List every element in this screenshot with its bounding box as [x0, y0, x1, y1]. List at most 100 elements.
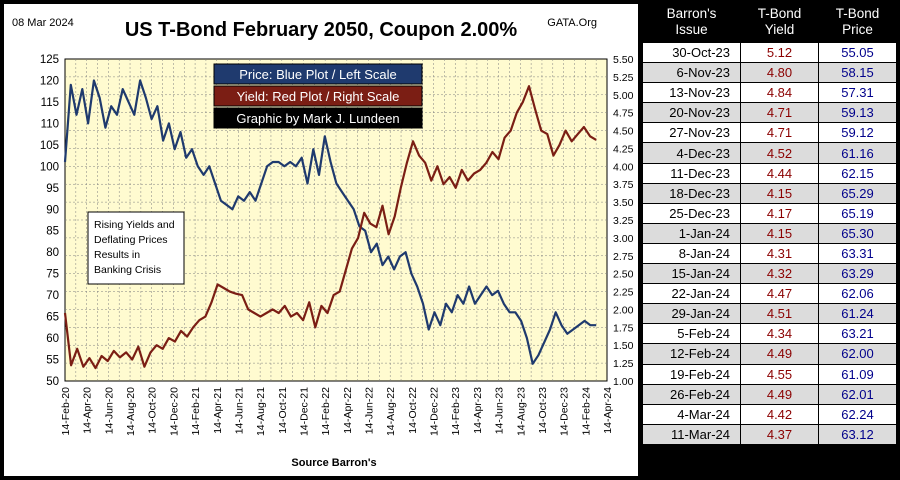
table-cell-price: 61.24 [818, 303, 897, 325]
legend-box-yield [213, 85, 423, 107]
y-left-tick-label: 80 [46, 247, 59, 259]
table-cell-price: 63.21 [818, 323, 897, 345]
x-tick-label: 14-Aug-23 [515, 387, 527, 436]
table-cell-yield: 4.51 [740, 303, 819, 325]
y-right-tick-label: 3.75 [613, 179, 634, 191]
header-yield: T-Bond Yield [740, 4, 819, 43]
y-left-tick-label: 120 [40, 75, 59, 87]
table-cell-price: 62.06 [818, 283, 897, 305]
table-cell-issue: 15-Jan-24 [642, 263, 741, 285]
table-cell-yield: 4.80 [740, 62, 819, 84]
x-tick-label: 14-Apr-22 [342, 387, 354, 434]
table-cell-price: 62.00 [818, 343, 897, 365]
table-row: 13-Nov-23 4.84 57.31 [642, 82, 897, 104]
table-cell-price: 62.24 [818, 403, 897, 425]
table-row: 30-Oct-23 5.12 55.05 [642, 41, 897, 64]
table-row: 6-Nov-23 4.80 58.15 [642, 62, 897, 84]
y-left-tick-label: 105 [40, 140, 59, 152]
y-left-tick-label: 55 [46, 355, 59, 367]
table-cell-price: 57.31 [818, 82, 897, 104]
table-cell-yield: 4.84 [740, 82, 819, 104]
table-row: 19-Feb-24 4.55 61.09 [642, 363, 897, 385]
table-cell-issue: 11-Dec-23 [642, 162, 741, 184]
annotation-line: Rising Yields and [94, 219, 175, 231]
table-cell-price: 61.16 [818, 142, 897, 164]
y-right-tick-label: 5.00 [613, 90, 634, 102]
table-cell-issue: 4-Dec-23 [642, 142, 741, 164]
table-cell-issue: 26-Feb-24 [642, 383, 741, 405]
table-cell-yield: 4.15 [740, 182, 819, 204]
table-cell-issue: 1-Jan-24 [642, 222, 741, 244]
table-cell-yield: 4.31 [740, 242, 819, 265]
x-tick-label: 14-Apr-21 [212, 387, 224, 434]
table-cell-issue: 19-Feb-24 [642, 363, 741, 385]
chart-panel: 50 55 60 65 70 75 80 85 90 95 100 105 110 115 120 125 1.… [4, 4, 638, 476]
site-label: GATA.Org [547, 17, 597, 29]
y-left-tick-label: 85 [46, 226, 59, 238]
y-right-tick-label: 3.50 [613, 197, 634, 209]
table-cell-price: 61.09 [818, 363, 897, 385]
legend-text-price: Price: Blue Plot / Left Scale [239, 67, 397, 82]
header-issue: Barron's Issue [642, 4, 741, 43]
date-stamp: 08 Mar 2024 [12, 17, 74, 29]
table-cell-issue: 6-Nov-23 [642, 62, 741, 84]
table-cell-yield: 4.49 [740, 343, 819, 365]
y-right-tick-label: 4.50 [613, 126, 634, 138]
table-cell-yield: 5.12 [740, 41, 819, 64]
table-row: 25-Dec-23 4.17 65.19 [642, 202, 897, 224]
table-cell-issue: 4-Mar-24 [642, 403, 741, 425]
table-row: 12-Feb-24 4.49 62.00 [642, 343, 897, 365]
x-tick-label: 14-Jun-23 [494, 387, 506, 434]
legend-box-price [213, 63, 423, 85]
table-cell-issue: 8-Jan-24 [642, 242, 741, 265]
table-cell-price: 58.15 [818, 62, 897, 84]
table-cell-price: 62.15 [818, 162, 897, 184]
y-left-tick-label: 70 [46, 290, 59, 302]
table-cell-price: 59.12 [818, 122, 897, 144]
table-cell-price: 55.05 [818, 41, 897, 64]
y-right-tick-label: 2.75 [613, 251, 634, 263]
y-right-tick-label: 5.25 [613, 72, 634, 84]
y-right-tick-label: 2.50 [613, 269, 634, 281]
table-cell-price: 65.29 [818, 182, 897, 204]
table-row: 11-Mar-24 4.37 63.12 [642, 423, 897, 445]
y-right-tick-label: 1.50 [613, 340, 634, 352]
table-row: 27-Nov-23 4.71 59.12 [642, 122, 897, 144]
y-left-tick-label: 115 [41, 97, 59, 109]
table-cell-yield: 4.44 [740, 162, 819, 184]
table-cell-yield: 4.47 [740, 283, 819, 305]
table-row: 1-Jan-24 4.15 65.30 [642, 222, 897, 244]
table-cell-yield: 4.15 [740, 222, 819, 244]
table-cell-issue: 13-Nov-23 [642, 82, 741, 104]
table-cell-price: 63.31 [818, 242, 897, 265]
x-tick-label: 14-Feb-24 [580, 387, 592, 436]
table-cell-issue: 20-Nov-23 [642, 102, 741, 124]
table-cell-price: 63.29 [818, 263, 897, 285]
header-price: T-Bond Price [818, 4, 897, 43]
table-cell-issue: 27-Nov-23 [642, 122, 741, 144]
table-cell-issue: 12-Feb-24 [642, 343, 741, 365]
table-cell-issue: 11-Mar-24 [642, 423, 741, 445]
series-line-yield [63, 85, 597, 370]
table-cell-yield: 4.71 [740, 102, 819, 124]
table-cell-yield: 4.32 [740, 263, 819, 285]
table-cell-price: 63.12 [818, 423, 897, 445]
y-right-tick-label: 1.25 [613, 358, 634, 370]
table-cell-issue: 30-Oct-23 [642, 41, 741, 64]
y-left-tick-label: 125 [40, 54, 59, 66]
x-tick-label: 14-Dec-23 [559, 387, 571, 436]
x-tick-label: 14-Feb-23 [450, 387, 462, 436]
y-left-tick-label: 100 [40, 161, 59, 173]
annotation-line: Deflating Prices [94, 234, 168, 246]
x-tick-label: 14-Aug-20 [125, 387, 137, 436]
table-row: 8-Jan-24 4.31 63.31 [642, 242, 897, 265]
legend-box-credit [213, 107, 423, 129]
annotation-line: Banking Crisis [94, 264, 161, 276]
table-row: 15-Jan-24 4.32 63.29 [642, 263, 897, 285]
y-right-tick-label: 3.00 [613, 233, 634, 245]
table-row: 5-Feb-24 4.34 63.21 [642, 323, 897, 345]
table-row: 22-Jan-24 4.47 62.06 [642, 283, 897, 305]
x-tick-label: 14-Dec-21 [298, 387, 310, 436]
y-right-tick-label: 1.00 [613, 376, 634, 388]
x-axis-source-label: Source Barron's [291, 457, 376, 469]
